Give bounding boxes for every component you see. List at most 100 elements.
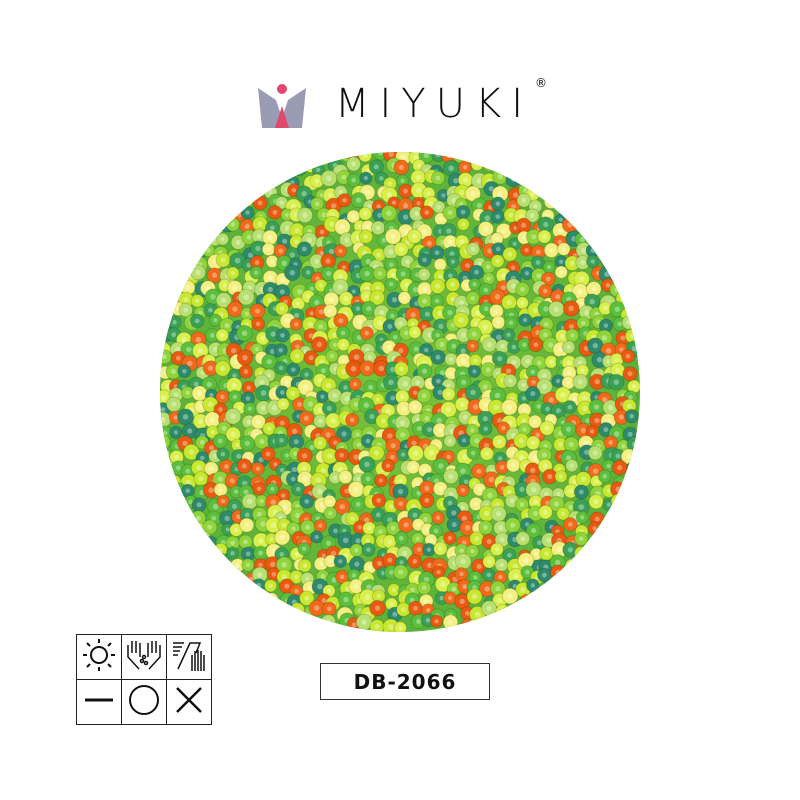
bead [436,188,450,202]
bead [479,446,494,461]
bead [621,482,636,497]
bead [578,559,593,575]
bead [456,483,470,497]
bead [456,217,470,231]
bead [416,363,433,380]
bead [584,169,600,185]
bead [184,152,199,166]
bead [419,205,434,220]
bead [179,518,196,535]
bead [242,169,257,184]
bead [574,546,588,560]
bead [370,507,386,523]
bead [433,541,448,556]
bead [214,360,231,377]
bead [611,459,628,476]
bead [441,387,456,402]
bead [405,459,421,475]
bead [309,253,325,270]
bead [599,161,617,179]
bead [206,588,222,604]
bead [597,169,612,184]
bead [226,582,241,597]
bead [194,224,209,238]
bead [209,164,223,178]
bead [579,568,594,583]
bead [204,184,219,200]
bead [201,376,218,393]
bead [202,580,216,594]
bead [446,516,463,533]
bead [597,469,612,484]
bead [589,412,606,429]
bead [265,157,281,173]
bead [538,185,555,201]
bead [191,605,207,621]
bead [609,172,624,186]
bead [225,426,241,443]
bead [202,219,218,234]
bead [160,209,171,226]
bead [488,303,504,319]
bead [252,481,266,496]
bead [160,292,173,308]
bead [160,306,172,323]
bead [226,266,240,280]
bead [286,362,301,377]
bead [541,162,555,176]
bead [613,206,628,222]
bead [165,278,181,295]
bead [160,517,170,532]
bead [299,367,314,382]
bead [322,303,338,319]
bead [369,599,386,617]
bead [443,434,457,448]
bead [516,378,531,392]
bead [501,606,516,620]
bead [515,531,531,547]
bead [196,159,211,174]
bead [550,564,567,581]
bead [506,457,521,473]
bead [562,173,576,187]
bead [519,593,533,607]
bead [363,350,377,365]
bead [368,444,385,461]
bead [561,216,578,233]
bead [525,228,542,245]
bead [235,324,253,342]
bead [237,183,253,198]
bead [167,579,185,597]
bead [397,291,412,305]
bead [160,572,170,586]
dash-icon [76,679,122,725]
bead [609,596,625,612]
bead [192,617,209,632]
bead [469,152,486,161]
bead [275,328,290,343]
bead [169,543,186,561]
bead [178,231,196,249]
bead [407,399,423,415]
bead [573,531,589,546]
bead [553,607,567,622]
bead [586,217,602,233]
bead [468,496,484,512]
bead [576,582,590,596]
bead [467,364,481,378]
bead [560,583,577,599]
bead [194,182,209,197]
bead [494,557,509,572]
brand-logo: MIYUKI ® [256,76,547,132]
bead [531,160,547,176]
bead [504,517,521,534]
bead [262,281,279,298]
bead [311,163,325,177]
bead [537,567,552,583]
bead [466,588,483,605]
bead [202,519,218,535]
bead [182,175,198,190]
bead [478,520,493,535]
bead [491,350,508,367]
bead [278,152,293,164]
